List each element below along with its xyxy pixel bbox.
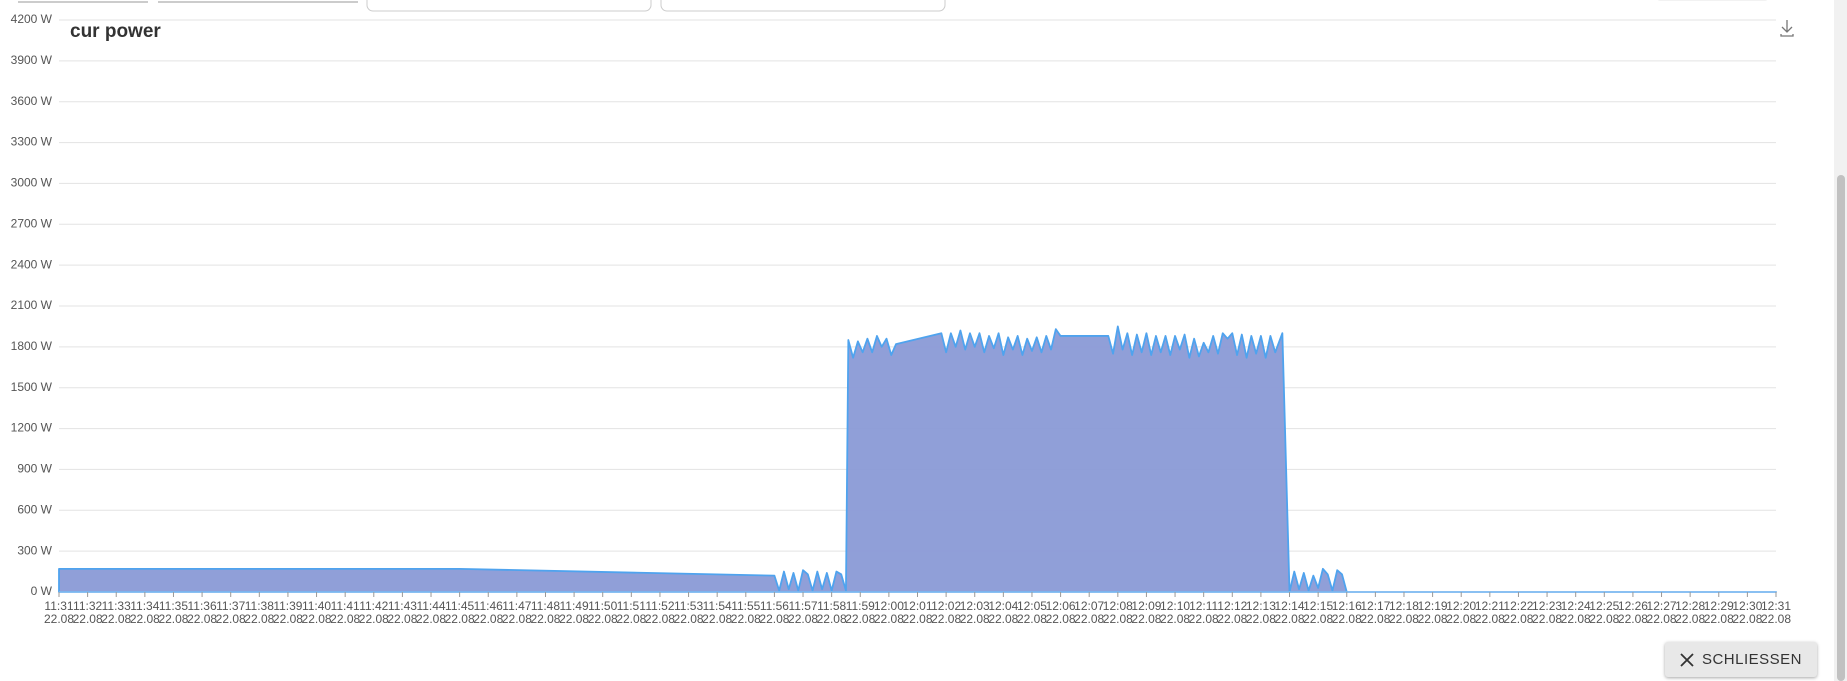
x-tick-label: 11:55 22.08 (730, 599, 761, 626)
x-tick-label: 11:34 22.08 (129, 599, 160, 626)
x-tick-label: 11:56 22.08 (759, 599, 790, 626)
input-box (366, 0, 652, 12)
x-tick-label: 12:00 22.08 (873, 599, 904, 626)
y-tick-label: 1500 W (11, 380, 53, 394)
chart: cur power 0 W 300 W 600 W 900 W 1200 W 1500 W… (11, 0, 1794, 598)
x-tick-label: 11:35 22.08 (158, 599, 189, 626)
x-tick-label: 11:33 22.08 (101, 599, 132, 626)
x-tick-label: 12:19 22.08 (1417, 599, 1448, 626)
x-tick-label: 12:24 22.08 (1560, 599, 1591, 626)
y-tick-label: 0 W (31, 584, 53, 598)
x-tick-label: 12:25 22.08 (1589, 599, 1620, 626)
x-tick-label: 11:51 22.08 (616, 599, 647, 626)
scrollbar-thumb[interactable] (1837, 175, 1845, 681)
x-tick-label: 12:04 22.08 (988, 599, 1019, 626)
x-tick-label: 11:44 22.08 (416, 599, 447, 626)
x-tick-label: 11:40 22.08 (301, 599, 332, 626)
download-icon[interactable] (1780, 20, 1794, 37)
x-tick-label: 11:54 22.08 (702, 599, 733, 626)
x-tick-label: 11:59 22.08 (845, 599, 876, 626)
x-tick-label: 12:31 22.08 (1760, 599, 1792, 626)
y-tick-label: 2100 W (11, 298, 53, 312)
x-tick-label: 11:43 22.08 (387, 599, 418, 626)
x-tick-label: 11:50 22.08 (587, 599, 618, 626)
y-tick-label: 3000 W (11, 176, 53, 190)
x-tick-label: 11:53 22.08 (673, 599, 704, 626)
x-tick-label: 11:42 22.08 (358, 599, 389, 626)
x-tick-label: 12:13 22.08 (1245, 599, 1276, 626)
y-tick-label: 2700 W (11, 216, 53, 230)
x-tick-label: 12:08 22.08 (1102, 599, 1133, 626)
y-tick-label: 1800 W (11, 339, 53, 353)
x-tick-label: 12:01 22.08 (902, 599, 933, 626)
x-tick-label: 11:58 22.08 (816, 599, 847, 626)
area (58, 325, 1777, 593)
close-label: SCHLIESSEN (1701, 651, 1803, 668)
close-button[interactable]: SCHLIESSEN (1665, 642, 1817, 677)
y-tick-label: 4200 W (11, 12, 53, 26)
x-tick-label: 12:27 22.08 (1646, 599, 1677, 626)
x-tick-label: 12:15 22.08 (1303, 599, 1334, 626)
x-tick-label: 12:29 22.08 (1703, 599, 1734, 626)
x-tick-label: 11:48 22.08 (530, 599, 561, 626)
x-tick-label: 12:05 22.08 (1016, 599, 1047, 626)
x-tick-label: 11:37 22.08 (215, 599, 246, 626)
x-tick-label: 12:06 22.08 (1045, 599, 1076, 626)
x-tick-label: 12:20 22.08 (1446, 599, 1477, 626)
x-tick-label: 12:21 22.08 (1474, 599, 1505, 626)
x-tick-label: 12:03 22.08 (959, 599, 990, 626)
x-tick-label: 12:30 22.08 (1732, 599, 1763, 626)
y-tick-label: 3300 W (11, 135, 53, 149)
x-tick-label: 12:02 22.08 (931, 599, 962, 626)
y-tick-label: 600 W (17, 502, 52, 516)
y-tick-label: 3600 W (11, 94, 53, 108)
x-tick-label: 11:38 22.08 (244, 599, 275, 626)
x-tick-label: 12:16 22.08 (1331, 599, 1362, 626)
x-tick-label: 12:23 22.08 (1532, 599, 1563, 626)
x-tick-label: 12:26 22.08 (1617, 599, 1648, 626)
x-tick-label: 11:41 22.08 (330, 599, 361, 626)
y-tick-label: 300 W (17, 543, 52, 557)
y-tick-label: 2400 W (11, 257, 53, 271)
x-tick-label: 12:17 22.08 (1360, 599, 1391, 626)
x-tick-label: 11:49 22.08 (559, 599, 590, 626)
x-tick-label: 12:22 22.08 (1503, 599, 1534, 626)
x-tick-label: 12:18 22.08 (1388, 599, 1419, 626)
x-tick-label: 11:47 22.08 (501, 599, 532, 626)
x-tick-label: 11:52 22.08 (644, 599, 675, 626)
input-box (660, 0, 946, 12)
x-tick-label: 12:28 22.08 (1675, 599, 1706, 626)
x-tick-label: 12:10 22.08 (1160, 599, 1191, 626)
x-tick-label: 11:46 22.08 (473, 599, 504, 626)
x-tick-label: 12:11 22.08 (1188, 599, 1219, 626)
x-tick-label: 11:36 22.08 (187, 599, 218, 626)
x-tick-label: 11:45 22.08 (444, 599, 475, 626)
y-tick-label: 3900 W (11, 53, 53, 67)
x-tick-label: 11:57 22.08 (788, 599, 819, 626)
close-icon (1680, 652, 1694, 667)
y-tick-label: 1200 W (11, 421, 53, 435)
x-tick-label: 11:31 22.08 (43, 599, 75, 626)
y-tick-label: 900 W (17, 462, 52, 476)
x-tick-label: 12:12 22.08 (1217, 599, 1248, 626)
x-tick-label: 12:14 22.08 (1274, 599, 1305, 626)
chart-title: cur power (70, 21, 161, 42)
x-tick-label: 12:09 22.08 (1131, 599, 1162, 626)
x-tick-label: 11:39 22.08 (272, 599, 303, 626)
x-tick-label: 11:32 22.08 (72, 599, 103, 626)
x-tick-label: 12:07 22.08 (1074, 599, 1105, 626)
